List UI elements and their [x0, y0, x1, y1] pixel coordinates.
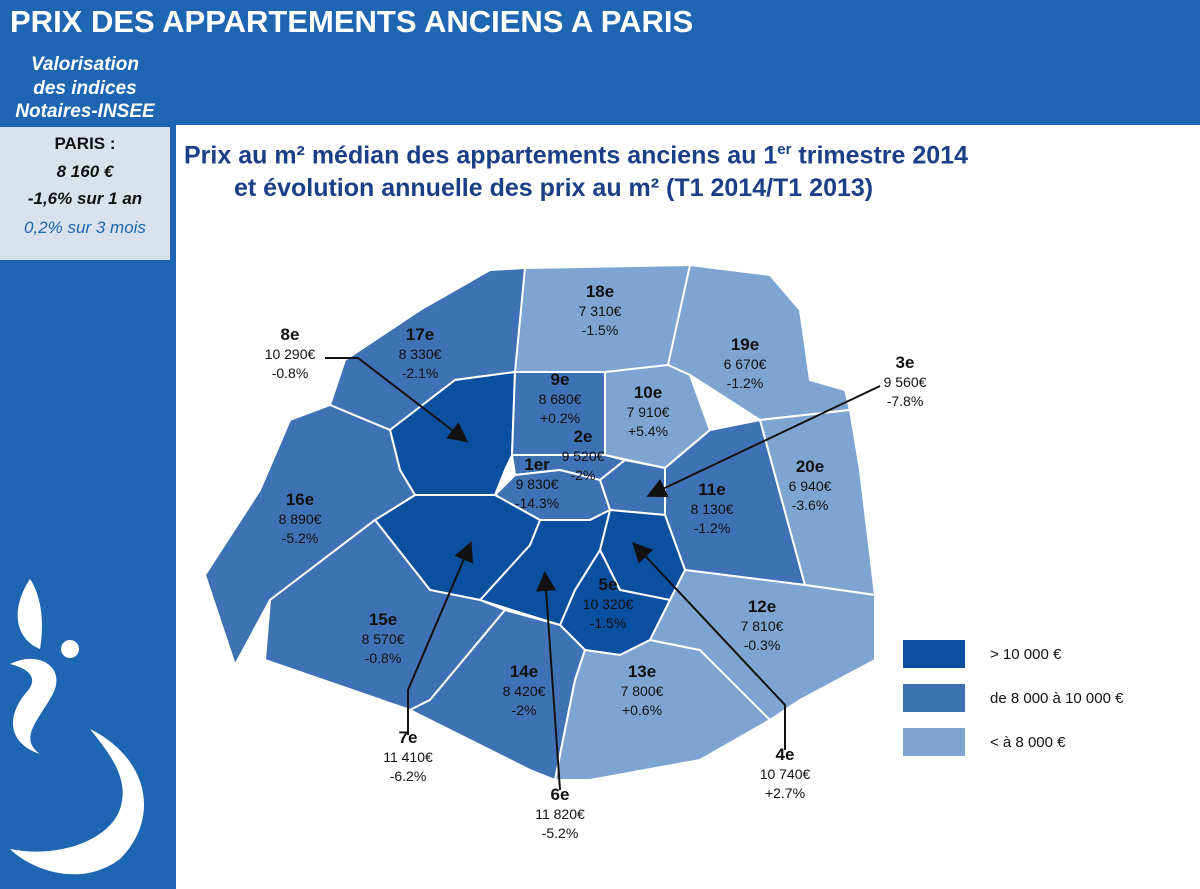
district-change: -2.1% — [402, 365, 439, 381]
logo-shape — [61, 640, 79, 658]
leader-arrow — [646, 385, 881, 498]
sidebar-text: des indices — [33, 78, 137, 99]
district-price: 8 420€ — [503, 683, 546, 699]
leader-arrow — [325, 357, 469, 443]
district-name: 8e — [281, 325, 300, 344]
summary-title: PARIS : — [54, 134, 116, 153]
district-name: 2e — [574, 427, 593, 446]
summary-box — [0, 127, 170, 260]
district-name: 14e — [510, 662, 538, 681]
district-change: -0.3% — [744, 637, 781, 653]
summary-price: 8 160 € — [56, 162, 114, 181]
district-price: 7 310€ — [579, 303, 622, 319]
district-change: -0.8% — [272, 365, 309, 381]
district-name: 15e — [369, 610, 397, 629]
district-change: -1.2% — [727, 375, 764, 391]
district-price: 10 320€ — [583, 596, 634, 612]
district-price: 9 830€ — [516, 476, 559, 492]
district-name: 4e — [776, 745, 795, 764]
logo-shape — [17, 579, 42, 649]
legend-swatch — [903, 684, 965, 712]
leader-arrow — [632, 542, 786, 750]
district-change: +0.6% — [622, 702, 662, 718]
district-name: 5e — [599, 575, 618, 594]
district-change: -3.6% — [792, 497, 829, 513]
page-title: PRIX DES APPARTEMENTS ANCIENS A PARIS — [10, 4, 694, 39]
district-price: 8 330€ — [399, 346, 442, 362]
sidebar-text: Valorisation — [30, 54, 140, 75]
district — [758, 408, 877, 597]
header-band — [0, 0, 1200, 125]
district-price: 9 520€ — [562, 448, 605, 464]
district-change: -6.2% — [390, 768, 427, 784]
district — [553, 638, 772, 781]
logo-shape — [10, 658, 57, 754]
district-price: 7 910€ — [627, 404, 670, 420]
district-change: +0.2% — [540, 410, 580, 426]
district-price: 8 570€ — [362, 631, 405, 647]
district-name: 20e — [796, 457, 824, 476]
district-name: 12e — [748, 597, 776, 616]
legend-label: de 8 000 à 10 000 € — [990, 690, 1124, 707]
district-price: 6 670€ — [724, 356, 767, 372]
district-change: -1.5% — [590, 615, 627, 631]
summary-year: -1,6% sur 1 an — [27, 189, 143, 208]
district-name: 10e — [634, 383, 662, 402]
district-change: +2.7% — [765, 785, 805, 801]
subtitle-line: et évolution annuelle des prix au m² (T1… — [234, 174, 874, 202]
subtitle-text: Prix au m² médian des appartements ancie… — [184, 141, 778, 170]
district-name: 16e — [286, 490, 314, 509]
sidebar-text: Notaires-INSEE — [15, 101, 155, 122]
summary-quarter: 0,2% sur 3 mois — [24, 218, 146, 237]
logo-shape — [10, 729, 144, 875]
district-name: 17e — [406, 325, 434, 344]
subtitle-sup: er — [777, 141, 792, 158]
leader-arrow — [407, 541, 473, 735]
district-name: 19e — [731, 335, 759, 354]
district-change: -5.2% — [542, 825, 579, 841]
logo — [10, 579, 144, 875]
district-change: -2% — [512, 702, 537, 718]
district-name: 3e — [896, 353, 915, 372]
district-change: -1.5% — [582, 322, 619, 338]
district-name: 6e — [551, 785, 570, 804]
district-name: 7e — [399, 728, 418, 747]
leaders — [325, 357, 881, 791]
district-name: 13e — [628, 662, 656, 681]
district-price: 10 290€ — [265, 346, 316, 362]
legend-label: > 10 000 € — [990, 646, 1062, 663]
district-name: 18e — [586, 282, 614, 301]
district-price: 11 410€ — [383, 749, 433, 765]
district-price: 6 940€ — [789, 478, 832, 494]
district-change: -1.2% — [694, 520, 731, 536]
legend-swatch — [903, 640, 965, 668]
district-change: -7.8% — [887, 393, 924, 409]
district-price: 7 810€ — [741, 618, 784, 634]
district-change: -14.3% — [515, 495, 559, 511]
district-price: 11 820€ — [535, 806, 585, 822]
district-price: 8 680€ — [539, 391, 582, 407]
district-price: 7 800€ — [621, 683, 664, 699]
district-name: 9e — [551, 370, 570, 389]
legend-swatch — [903, 728, 965, 756]
subtitle-line: Prix au m² médian des appartements ancie… — [184, 141, 968, 170]
district-price: 8 130€ — [691, 501, 734, 517]
district-price: 9 560€ — [884, 374, 927, 390]
district-change: -0.8% — [365, 650, 402, 666]
district — [648, 568, 876, 722]
district-price: 10 740€ — [760, 766, 811, 782]
leader-arrow — [536, 571, 561, 791]
district-name: 1er — [524, 455, 550, 474]
district-price: 8 890€ — [279, 511, 322, 527]
subtitle-text: trimestre 2014 — [791, 141, 968, 170]
district-change: +5.4% — [628, 423, 668, 439]
legend-label: < à 8 000 € — [990, 734, 1066, 751]
district-name: 11e — [698, 480, 725, 499]
district-change: -2% — [571, 467, 596, 483]
district-change: -5.2% — [282, 530, 319, 546]
